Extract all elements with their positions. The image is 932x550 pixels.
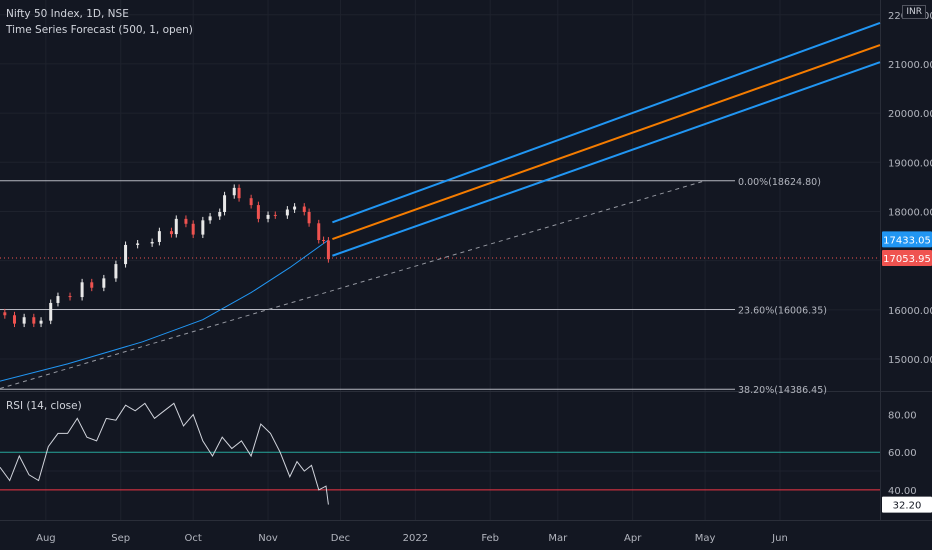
- price-axis-label: 16000.00: [888, 306, 932, 317]
- price-axis-label: 15000.00: [888, 355, 932, 366]
- candle-body: [273, 214, 277, 216]
- indicator-title: Time Series Forecast (500, 1, open): [6, 24, 193, 36]
- trend-line: [0, 180, 706, 390]
- price-axis-label: 21000.00: [888, 60, 932, 71]
- forecast-lower-line: [332, 61, 881, 257]
- time-axis-label: Aug: [36, 533, 56, 544]
- forecast-base-line: [0, 239, 329, 382]
- time-axis-label: Feb: [481, 533, 499, 544]
- candle-body: [208, 216, 212, 221]
- fib-level-label: 38.20%(14386.45): [738, 385, 827, 396]
- chart-title: Nifty 50 Index, 1D, NSE: [6, 8, 129, 20]
- candle-body: [80, 282, 84, 298]
- candle-body: [68, 296, 72, 298]
- price-tag: [882, 231, 932, 248]
- candle-body: [293, 206, 297, 210]
- candle-body: [223, 195, 227, 212]
- time-axis-label: Mar: [548, 533, 568, 544]
- price-axis-label: 20000.00: [888, 109, 932, 120]
- candle-body: [184, 218, 188, 224]
- candle-body: [3, 312, 7, 316]
- candle-body: [322, 240, 326, 242]
- candle-body: [150, 241, 154, 244]
- candle-body: [237, 187, 241, 199]
- fib-level-label: 0.00%(18624.80): [738, 177, 821, 188]
- rsi-axis-label: 80.00: [888, 411, 917, 422]
- rsi-axis-label: 40.00: [888, 486, 917, 497]
- rsi-value-tag: [882, 496, 932, 513]
- time-axis-label: Oct: [185, 533, 202, 544]
- candle-body: [157, 231, 161, 242]
- fib-level-label: 23.60%(16006.35): [738, 306, 827, 317]
- candle-body: [49, 302, 53, 321]
- candle-body: [218, 211, 222, 217]
- candle-body: [256, 205, 260, 219]
- forecast-upper-line: [332, 21, 881, 224]
- time-axis-label: Dec: [331, 533, 350, 544]
- rsi-title: RSI (14, close): [6, 400, 82, 412]
- price-axis-label: 19000.00: [888, 158, 932, 169]
- currency-badge[interactable]: INR: [902, 5, 926, 19]
- candle-body: [124, 244, 128, 265]
- rsi-axis-label: 60.00: [888, 448, 917, 459]
- candle-body: [56, 296, 60, 303]
- time-axis-label: Sep: [111, 533, 130, 544]
- time-axis-label: 2022: [403, 533, 428, 544]
- forecast-middle-line: [332, 44, 881, 240]
- candle-body: [22, 317, 26, 324]
- candle-body: [169, 231, 173, 235]
- candle-body: [174, 218, 178, 235]
- time-axis-label: Nov: [258, 533, 278, 544]
- candle-body: [307, 211, 311, 224]
- price-axis-label: 18000.00: [888, 207, 932, 218]
- candle-body: [102, 278, 106, 288]
- time-axis-label: May: [695, 533, 716, 544]
- rsi-value-label: 32.20: [893, 501, 922, 512]
- price-tag: [882, 250, 932, 267]
- price-tag-label: 17053.95: [883, 254, 931, 265]
- candle-body: [317, 223, 321, 241]
- candle-body: [90, 282, 94, 288]
- time-axis-label: Apr: [624, 533, 642, 544]
- candle-body: [114, 264, 118, 279]
- candle-body: [39, 320, 43, 324]
- candle-body: [201, 220, 205, 235]
- price-tag-label: 17433.05: [883, 235, 931, 246]
- candle-body: [136, 243, 140, 245]
- candle-body: [302, 206, 306, 212]
- candle-body: [191, 223, 195, 235]
- candle-body: [12, 315, 16, 324]
- candle-body: [232, 187, 236, 196]
- candle-body: [266, 214, 270, 219]
- time-axis-label: Jun: [771, 533, 788, 544]
- rsi-line: [0, 402, 329, 505]
- candle-body: [326, 240, 330, 260]
- candle-body: [285, 209, 289, 216]
- candle-body: [249, 198, 253, 206]
- candle-body: [32, 317, 36, 324]
